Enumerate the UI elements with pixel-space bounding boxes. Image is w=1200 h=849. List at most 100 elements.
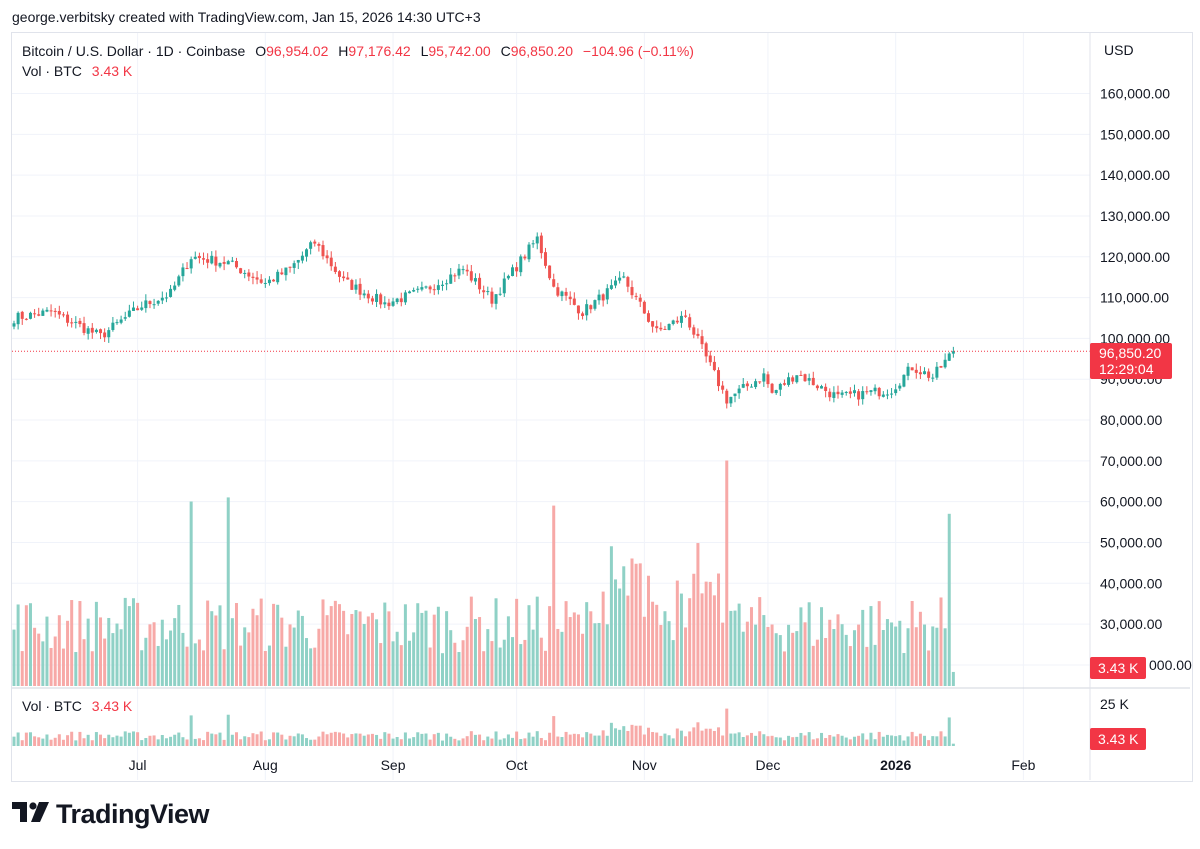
candle-up — [115, 322, 119, 324]
lower-volume-bar — [395, 737, 399, 746]
lower-volume-bar — [416, 732, 420, 746]
open-value: 96,954.02 — [266, 43, 329, 59]
lower-volume-bar — [894, 736, 898, 746]
candle-up — [391, 301, 395, 306]
lower-volume-bar — [820, 732, 824, 746]
candle-down — [379, 294, 383, 305]
y-tick-label: 110,000.00 — [1100, 290, 1169, 306]
symbol-title: Bitcoin / U.S. Dollar · 1D · Coinbase — [22, 43, 246, 59]
lower-volume-bar — [844, 737, 848, 746]
lower-volume-bar — [57, 734, 61, 746]
candle-down — [556, 287, 560, 296]
candle-up — [144, 300, 148, 309]
candle-down — [803, 374, 807, 382]
svg-text:3.43 K: 3.43 K — [1098, 731, 1139, 747]
candle-up — [164, 297, 168, 299]
lower-volume-bar — [333, 731, 337, 746]
x-tick-label: Dec — [756, 757, 781, 773]
lower-volume-bar — [148, 735, 152, 746]
lower-volume-bar — [581, 737, 585, 746]
candle-down — [90, 327, 94, 333]
volume-bar — [90, 651, 94, 686]
candle-down — [399, 298, 403, 303]
volume-bar — [482, 651, 486, 686]
lower-volume-bar — [218, 732, 222, 746]
volume-bar — [255, 615, 259, 686]
candle-down — [20, 311, 24, 319]
vol-value: 3.43 K — [91, 63, 133, 79]
lower-volume-bar — [193, 738, 197, 746]
volume-bar — [251, 608, 255, 686]
lower-volume-bar — [593, 735, 597, 746]
candle-down — [432, 289, 436, 291]
volume-bar — [877, 601, 881, 686]
candle-down — [704, 343, 708, 357]
lower-volume-bar — [898, 735, 902, 746]
volume-bar — [16, 604, 20, 686]
volume-bar — [498, 647, 502, 686]
candle-up — [898, 385, 902, 389]
volume-bar — [280, 617, 284, 686]
volume-bar — [412, 632, 416, 686]
y-tick-label: 60,000.00 — [1100, 494, 1162, 510]
lower-volume-bar — [259, 731, 263, 746]
lower-volume-bar — [708, 728, 712, 746]
volume-bar — [741, 631, 745, 686]
volume-bar — [469, 596, 473, 686]
lower-volume-bar — [49, 739, 53, 746]
change-value: −104.96 (−0.11%) — [582, 43, 694, 59]
x-tick-label: Feb — [1011, 757, 1035, 773]
lower-volume-bar — [539, 737, 543, 746]
candle-up — [140, 307, 144, 310]
lower-volume-bar — [78, 731, 82, 746]
candle-down — [214, 256, 218, 266]
volume-bar — [436, 606, 440, 686]
volume-bar — [865, 646, 869, 686]
candle-up — [383, 302, 387, 305]
volume-bar — [733, 610, 737, 686]
candle-down — [927, 371, 931, 378]
candle-down — [313, 241, 317, 244]
volume-bar — [799, 607, 803, 686]
candle-down — [700, 336, 704, 345]
lower-volume-bar — [918, 733, 922, 746]
volume-bar — [156, 645, 160, 686]
candle-down — [568, 296, 572, 300]
lower-volume-bar — [787, 735, 791, 746]
lower-volume-bar — [24, 732, 28, 746]
volume-bar — [572, 612, 576, 686]
volume-bar — [259, 598, 263, 686]
volume-bar — [375, 619, 379, 686]
lower-volume-bar — [778, 737, 782, 746]
open-key: O — [255, 43, 267, 59]
candle-down — [799, 374, 803, 376]
volume-bar — [638, 563, 642, 686]
volume-bar — [531, 629, 535, 686]
lower-volume-bar — [782, 740, 786, 746]
lower-volume-bar — [646, 727, 650, 746]
candle-up — [679, 315, 683, 323]
candle-up — [881, 394, 885, 397]
lower-volume-bar — [457, 740, 461, 746]
lower-volume-bar — [247, 737, 251, 746]
lower-volume-bar — [20, 740, 24, 746]
candle-down — [202, 258, 206, 260]
lower-volume-bar — [824, 738, 828, 746]
candle-down — [836, 391, 840, 395]
candle-down — [848, 391, 852, 394]
vol-pane-badge: 3.43 K — [1090, 728, 1146, 750]
lower-volume-bar — [370, 733, 374, 746]
candle-up — [511, 267, 515, 277]
volume-bar — [144, 637, 148, 686]
volume-bar — [885, 619, 889, 686]
candle-down — [725, 390, 729, 404]
volume-bar — [296, 610, 300, 686]
volume-bar — [692, 573, 696, 686]
legend: Bitcoin / U.S. Dollar · 1D · Coinbase O9… — [22, 41, 694, 81]
volume-bar — [708, 581, 712, 686]
candle-down — [675, 320, 679, 323]
lower-volume-bar — [490, 738, 494, 746]
candle-down — [317, 243, 321, 246]
candle-down — [646, 313, 650, 322]
